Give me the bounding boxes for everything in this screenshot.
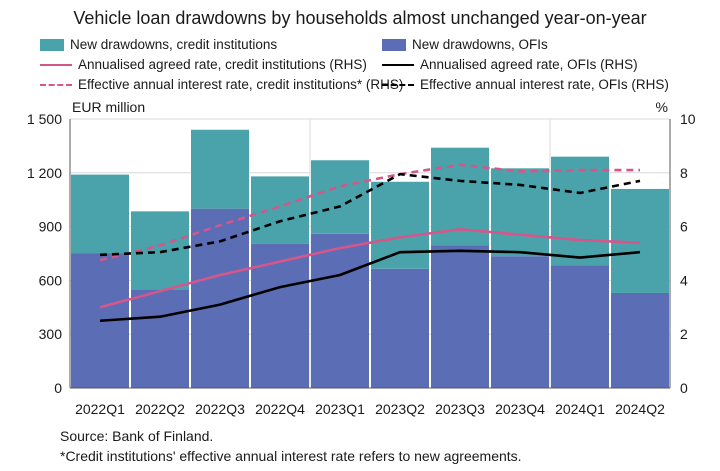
right-axis-unit: %: [656, 99, 668, 115]
x-tick-label: 2022Q1: [75, 401, 125, 417]
left-tick-label: 600: [39, 272, 63, 288]
legend-label: Annualised agreed rate, OFIs (RHS): [420, 57, 638, 72]
bar-ofis: [251, 243, 309, 388]
bar-ofis: [491, 256, 549, 388]
left-tick-label: 300: [39, 326, 63, 342]
bar-ofis: [551, 265, 609, 388]
bar-ofis: [431, 245, 489, 388]
left-tick-label: 900: [39, 219, 63, 235]
left-tick-label: 1 500: [27, 111, 62, 127]
legend-label: Effective annual interest rate, OFIs (RH…: [420, 77, 669, 92]
legend-item-ofis-drawdowns: New drawdowns, OFIs: [382, 37, 548, 52]
bar-ofis: [371, 268, 429, 388]
legend-line-effective-rate-ofis: [382, 83, 414, 86]
x-tick-label: 2023Q4: [495, 401, 545, 417]
bar-credit-institutions: [551, 156, 609, 266]
legend-line-effective-rate-ci: [40, 83, 72, 86]
legend-item-effective-rate-ci: Effective annual interest rate, credit i…: [40, 77, 403, 92]
right-tick-label: 0: [680, 380, 688, 396]
line-series-3: [99, 163, 640, 262]
legend-label: New drawdowns, credit institutions: [70, 37, 278, 52]
bar-ofis: [311, 233, 369, 388]
legend-item-agreed-rate-ofis: Annualised agreed rate, OFIs (RHS): [382, 57, 638, 72]
right-tick-label: 2: [680, 326, 688, 342]
bar-credit-institutions: [491, 168, 549, 257]
bar-credit-institutions: [311, 160, 369, 234]
x-tick-label: 2023Q2: [375, 401, 425, 417]
legend-line-agreed-rate-ofis: [382, 63, 414, 66]
left-axis-unit: EUR million: [72, 99, 145, 115]
legend-line-agreed-rate-ci: [40, 63, 72, 66]
right-tick-label: 10: [680, 111, 696, 127]
bar-credit-institutions: [371, 181, 429, 269]
legend-label: New drawdowns, OFIs: [412, 37, 548, 52]
bar-ofis: [131, 289, 189, 388]
x-tick-label: 2023Q3: [435, 401, 485, 417]
footnote: *Credit institutions' effective annual i…: [60, 448, 522, 464]
legend-label: Annualised agreed rate, credit instituti…: [78, 57, 367, 72]
line-series-1: [99, 227, 641, 309]
footer: Source: Bank of Finland. *Credit institu…: [60, 426, 522, 466]
left-tick-label: 0: [54, 380, 62, 396]
x-tick-label: 2022Q3: [195, 401, 245, 417]
legend-item-effective-rate-ofis: Effective annual interest rate, OFIs (RH…: [382, 77, 669, 92]
x-tick-label: 2024Q1: [555, 401, 605, 417]
line-series-2: [99, 249, 641, 323]
bar-credit-institutions: [71, 174, 129, 254]
legend-item-agreed-rate-ci: Annualised agreed rate, credit instituti…: [40, 57, 367, 72]
line-series-4: [99, 172, 641, 257]
x-tick-label: 2022Q2: [135, 401, 185, 417]
right-tick-label: 8: [680, 165, 688, 181]
x-tick-label: 2024Q2: [615, 401, 665, 417]
chart-title: Vehicle loan drawdowns by households alm…: [73, 8, 647, 28]
legend-item-credit-institutions-drawdowns: New drawdowns, credit institutions: [40, 37, 277, 52]
legend-swatch-credit-institutions: [40, 38, 64, 51]
bar-ofis: [611, 292, 669, 388]
bar-credit-institutions: [191, 129, 249, 209]
bar-credit-institutions: [251, 176, 309, 244]
right-tick-label: 6: [680, 219, 688, 235]
legend-label: Effective annual interest rate, credit i…: [78, 77, 404, 92]
x-tick-label: 2022Q4: [255, 401, 305, 417]
right-tick-label: 4: [680, 272, 688, 288]
left-tick-label: 1 200: [27, 165, 62, 181]
source-note: Source: Bank of Finland.: [60, 428, 214, 444]
legend-swatch-ofis: [382, 38, 406, 51]
x-tick-label: 2023Q1: [315, 401, 365, 417]
